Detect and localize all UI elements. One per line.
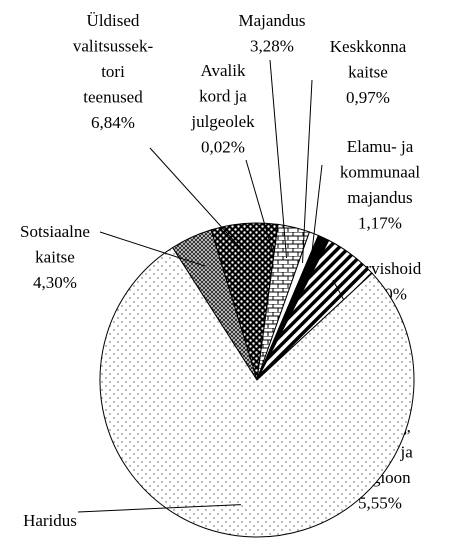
- value-label: 4,30%: [33, 273, 77, 292]
- slice-label: kord ja: [199, 86, 247, 105]
- value-label: 0,97%: [346, 88, 390, 107]
- leader-line: [77, 504, 241, 513]
- pie-slice: [171, 229, 258, 381]
- slice-label: tori: [101, 62, 125, 81]
- slice-label: julgeolek: [190, 112, 255, 131]
- slice-label: valitsussek-: [73, 36, 154, 55]
- leader-line: [269, 59, 288, 258]
- value-label: 6,84%: [91, 113, 135, 132]
- slice-label: majandus: [347, 188, 412, 207]
- slice-label: Majandus: [238, 11, 305, 30]
- value-label: 3,28%: [250, 36, 294, 55]
- slice-label: Keskkonna: [330, 37, 407, 56]
- leader-line: [99, 231, 205, 267]
- slice-label: kaitse: [348, 62, 388, 81]
- slice-label: Haridus: [23, 511, 77, 530]
- slice-label: Elamu- ja: [347, 137, 414, 156]
- value-label: 1,17%: [358, 213, 402, 232]
- slice-label: Avalik: [200, 61, 246, 80]
- leader-line: [245, 159, 275, 256]
- leader-line: [309, 164, 323, 267]
- value-label: 0,02%: [201, 137, 245, 156]
- slice-label: kaitse: [35, 247, 75, 266]
- pie-slice: [99, 246, 415, 538]
- value-label: 5,55%: [358, 493, 402, 512]
- slice-label: kommunaal: [340, 162, 421, 181]
- slice-label: teenused: [83, 87, 143, 106]
- slice-label: Sotsiaalne: [20, 222, 90, 241]
- leader-line: [149, 147, 248, 256]
- leader-line: [302, 79, 313, 263]
- slice-label: Üldised: [87, 11, 140, 30]
